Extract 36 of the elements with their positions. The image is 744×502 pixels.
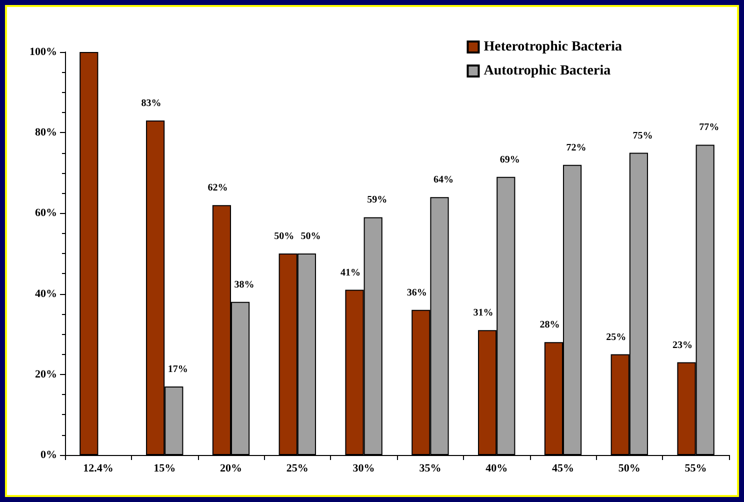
data-label: 64%	[433, 174, 454, 186]
data-label: 17%	[168, 364, 188, 375]
x-tick-label: 35%	[419, 462, 442, 474]
data-label: 77%	[699, 122, 720, 134]
x-tick-label: 40%	[486, 462, 508, 474]
data-label: 23%	[672, 340, 693, 351]
x-tick-label: 30%	[352, 462, 375, 474]
y-tick-label: 60%	[35, 207, 57, 220]
x-tick-label: 45%	[552, 462, 574, 474]
data-label: 50%	[300, 231, 321, 242]
data-label: 75%	[632, 130, 653, 142]
data-label: 59%	[367, 194, 388, 206]
data-label: 62%	[208, 182, 228, 194]
data-label: 28%	[540, 320, 560, 331]
data-label: 31%	[473, 308, 494, 319]
data-label: 36%	[406, 287, 427, 298]
data-label: 38%	[234, 279, 254, 290]
y-tick-label: 0%	[40, 449, 57, 461]
data-label: 69%	[500, 154, 520, 166]
x-tick-label: 25%	[286, 462, 308, 474]
x-tick-label: 50%	[618, 462, 640, 474]
y-tick-label: 40%	[35, 288, 57, 300]
data-label: 25%	[606, 332, 626, 343]
legend-label: Heterotrophic Bacteria	[484, 40, 622, 54]
x-tick-label: 20%	[220, 462, 242, 474]
y-tick-label: 100%	[30, 46, 57, 58]
y-tick-label: 80%	[35, 126, 57, 139]
y-tick-label: 20%	[35, 368, 57, 380]
data-label: 50%	[274, 231, 294, 242]
x-tick-label: 15%	[154, 462, 176, 474]
legend-label: Autotrophic Bacteria	[484, 64, 611, 78]
data-label: 72%	[566, 142, 586, 154]
x-tick-label: 55%	[684, 462, 707, 474]
data-label: 41%	[340, 267, 361, 278]
x-tick-label: 12.4%	[83, 462, 114, 474]
data-label: 83%	[141, 98, 162, 110]
